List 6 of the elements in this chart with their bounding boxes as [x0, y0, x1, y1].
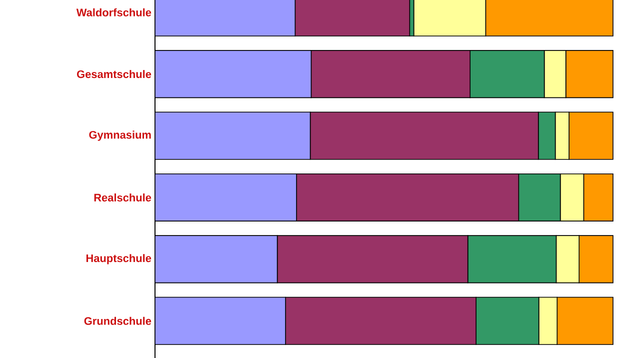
y-tick-label: Waldorfschule	[76, 8, 152, 16]
y-tick-label: Realschule	[94, 193, 152, 202]
y-tick-label: Hauptschule	[86, 254, 152, 264]
y-tick-label: Gesamtschule	[77, 70, 152, 78]
y-tick-label: Gymnasium	[89, 130, 151, 141]
y-tick-label: Grundschule	[84, 316, 152, 325]
